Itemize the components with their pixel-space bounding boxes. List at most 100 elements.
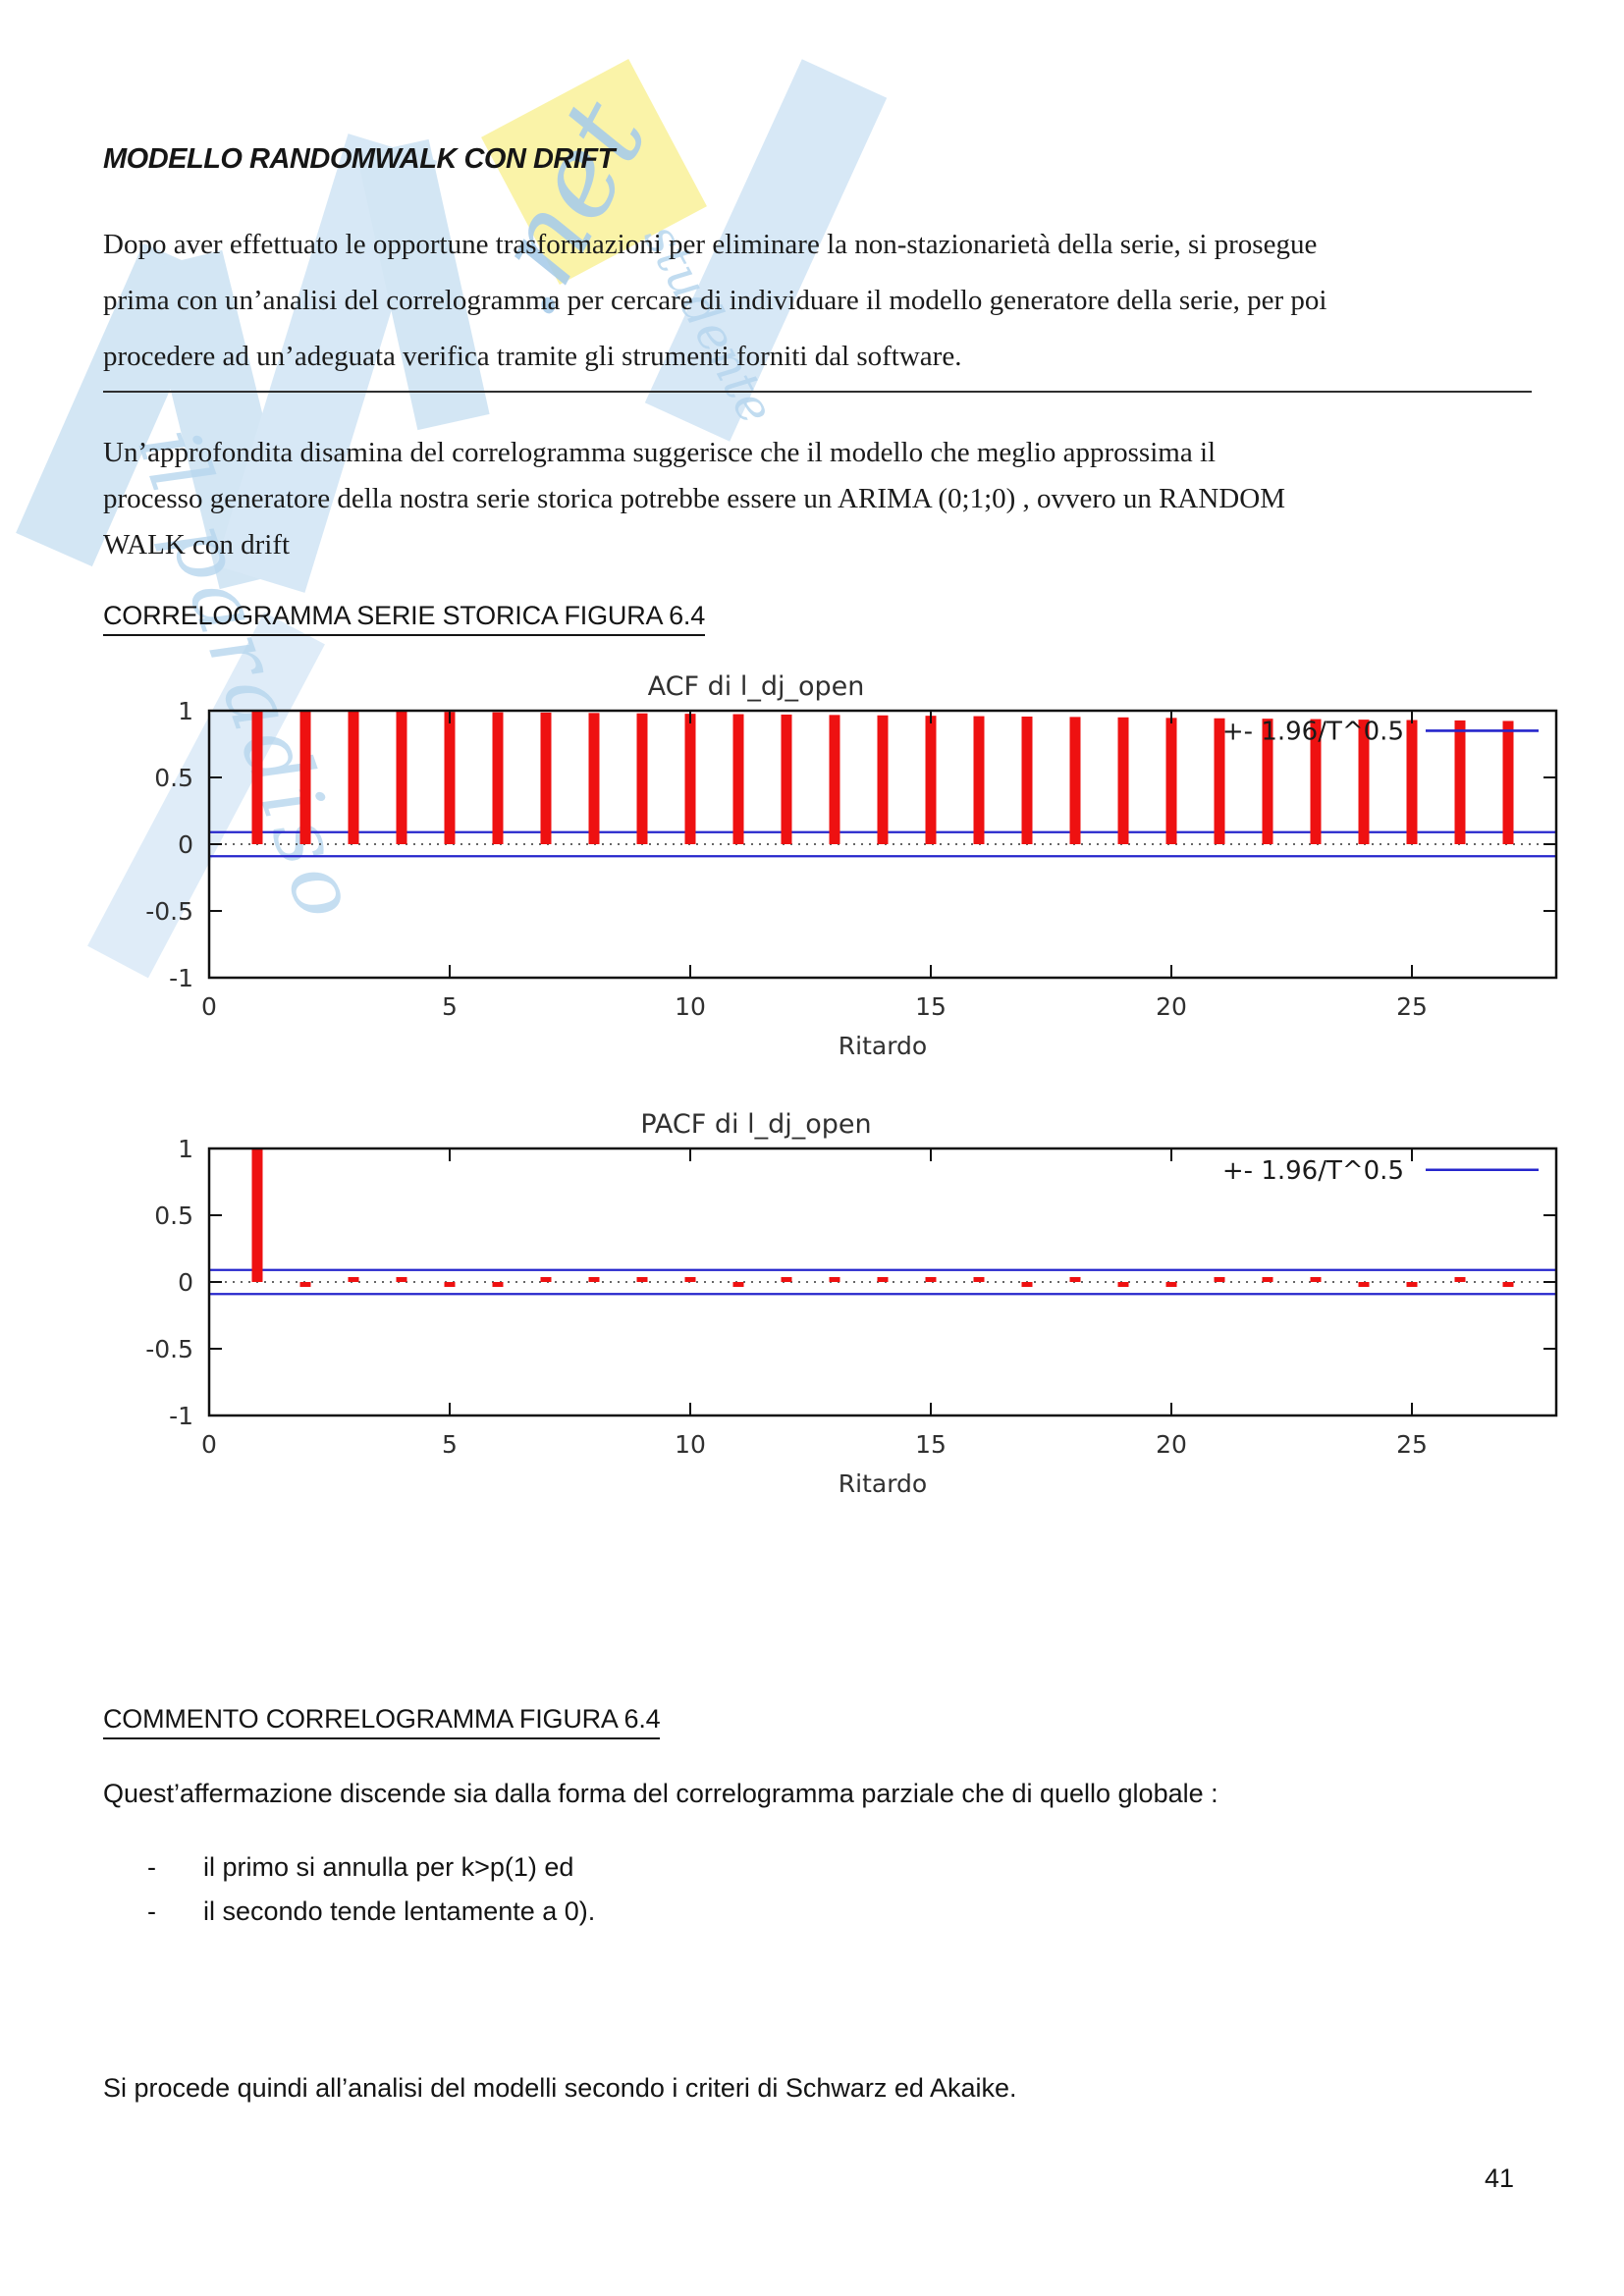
bar-lag-14 xyxy=(877,715,889,844)
bar-lag-25 xyxy=(1406,720,1418,844)
bar-lag-27 xyxy=(1502,721,1514,844)
bar-lag-23 xyxy=(1310,1277,1322,1282)
x-tick-label: 20 xyxy=(1156,992,1187,1021)
bar-lag-11 xyxy=(732,714,744,844)
bar-lag-5 xyxy=(444,712,456,844)
y-tick-label: 0.5 xyxy=(154,764,193,792)
bar-lag-3 xyxy=(348,1277,359,1282)
bar-lag-9 xyxy=(636,1277,648,1282)
pacf-chart: PACF di l_dj_open +- 1.96/T^0.5 1 0.5 0 -0.5 -… xyxy=(145,1109,1558,1498)
list-item: - il primo si annulla per k>p(1) ed xyxy=(147,1845,595,1890)
bar-lag-21 xyxy=(1214,1277,1225,1282)
bullet-list: - il primo si annulla per k>p(1) ed - il… xyxy=(147,1845,595,1934)
chart-title: ACF di l_dj_open xyxy=(648,671,865,702)
x-tick-label: 10 xyxy=(675,1430,706,1459)
x-tick-label: 25 xyxy=(1396,992,1428,1021)
bar-lag-4 xyxy=(396,711,407,844)
bar-lag-13 xyxy=(829,1277,840,1282)
bar-lag-8 xyxy=(588,713,600,844)
bar-lag-23 xyxy=(1310,719,1322,844)
bar-lag-18 xyxy=(1069,717,1081,844)
bar-lag-14 xyxy=(877,1277,889,1282)
bar-lag-21 xyxy=(1214,718,1225,844)
commento-heading: COMMENTO CORRELOGRAMMA FIGURA 6.4 xyxy=(103,1704,661,1739)
bullet-dash: - xyxy=(147,1896,156,1926)
correlogramma-heading: CORRELOGRAMMA SERIE STORICA FIGURA 6.4 xyxy=(103,601,705,636)
bar-lag-26 xyxy=(1454,1277,1466,1282)
comment-intro: Quest’affermazione discende sia dalla fo… xyxy=(103,1779,1218,1808)
bar-lag-6 xyxy=(492,712,504,844)
bar-lag-16 xyxy=(973,716,985,844)
y-tick-label: 1 xyxy=(178,1135,193,1163)
list-item: - il secondo tende lentamente a 0). xyxy=(147,1890,595,1934)
bar-lag-7 xyxy=(540,712,552,844)
chart-title: PACF di l_dj_open xyxy=(640,1109,871,1140)
x-tick-label: 25 xyxy=(1396,1430,1428,1459)
x-axis-label: Ritardo xyxy=(839,1032,927,1060)
bar-lag-16 xyxy=(973,1277,985,1282)
bar-lag-13 xyxy=(829,715,840,844)
bar-lag-9 xyxy=(636,713,648,844)
bar-lag-8 xyxy=(588,1277,600,1282)
x-tick-label: 0 xyxy=(201,1430,217,1459)
analysis-line-3: WALK con drift xyxy=(103,529,291,561)
bar-lag-1 xyxy=(251,711,263,844)
bar-lag-22 xyxy=(1262,719,1273,844)
bullet-dash: - xyxy=(147,1852,156,1882)
analysis-line-2: processo generatore della nostra serie s… xyxy=(103,483,1285,514)
bullet-text: il secondo tende lentamente a 0). xyxy=(203,1896,596,1926)
bar-lag-4 xyxy=(396,1277,407,1282)
bar-lag-18 xyxy=(1069,1277,1081,1282)
bar-lag-17 xyxy=(1021,1282,1033,1287)
bar-lag-24 xyxy=(1358,720,1370,844)
bar-lag-2 xyxy=(299,711,311,844)
bar-lag-5 xyxy=(444,1282,456,1287)
y-tick-label: 0 xyxy=(178,830,193,859)
y-tick-label: 1 xyxy=(178,697,193,725)
bar-lag-19 xyxy=(1117,717,1129,844)
legend-label: +- 1.96/T^0.5 xyxy=(1222,717,1404,746)
bar-lag-11 xyxy=(732,1282,744,1287)
bar-lag-17 xyxy=(1021,716,1033,844)
intro-line-1: Dopo aver effettuato le opportune trasfo… xyxy=(103,229,1318,260)
x-tick-label: 5 xyxy=(442,992,458,1021)
bar-lag-27 xyxy=(1502,1282,1514,1287)
bar-lag-10 xyxy=(684,1277,696,1282)
y-tick-label: 0 xyxy=(178,1268,193,1297)
bar-lag-1 xyxy=(251,1148,263,1282)
x-tick-label: 15 xyxy=(915,1430,947,1459)
x-tick-label: 20 xyxy=(1156,1430,1187,1459)
legend-label: +- 1.96/T^0.5 xyxy=(1222,1156,1404,1186)
page-number: 41 xyxy=(1485,2163,1515,2193)
analysis-line-1: Un’approfondita disamina del correlogram… xyxy=(103,437,1217,468)
bar-lag-20 xyxy=(1165,718,1177,844)
y-tick-label: -0.5 xyxy=(145,1335,193,1363)
bar-lag-10 xyxy=(684,714,696,844)
acf-chart: ACF di l_dj_open +- 1.96/T^0.5 1 0.5 0 -0.5 -1… xyxy=(145,671,1558,1060)
horizontal-rule xyxy=(103,391,1532,393)
x-axis-label: Ritardo xyxy=(839,1469,927,1498)
bar-lag-24 xyxy=(1358,1282,1370,1287)
intro-line-3: procedere ad un’adeguata verifica tramit… xyxy=(103,341,962,372)
intro-paragraph: Dopo aver effettuato le opportune trasfo… xyxy=(103,217,1546,385)
bar-lag-12 xyxy=(781,1277,792,1282)
x-tick-label: 0 xyxy=(201,992,217,1021)
x-tick-label: 10 xyxy=(675,992,706,1021)
bar-lag-19 xyxy=(1117,1282,1129,1287)
bar-lag-7 xyxy=(540,1277,552,1282)
bar-lag-15 xyxy=(925,1277,937,1282)
bar-lag-22 xyxy=(1262,1277,1273,1282)
y-tick-label: -0.5 xyxy=(145,897,193,926)
bar-lag-6 xyxy=(492,1282,504,1287)
analysis-paragraph: Un’approfondita disamina del correlogram… xyxy=(103,430,1546,568)
intro-line-2: prima con un’analisi del correlogramma p… xyxy=(103,285,1327,316)
bar-lag-25 xyxy=(1406,1282,1418,1287)
bullet-text: il primo si annulla per k>p(1) ed xyxy=(203,1852,574,1882)
page-title: MODELLO RANDOMWALK CON DRIFT xyxy=(103,143,615,175)
closing-line: Si procede quindi all’analisi del modell… xyxy=(103,2073,1017,2103)
bar-lag-12 xyxy=(781,714,792,844)
y-tick-label: -1 xyxy=(169,964,193,992)
x-tick-label: 5 xyxy=(442,1430,458,1459)
bar-lag-26 xyxy=(1454,720,1466,844)
